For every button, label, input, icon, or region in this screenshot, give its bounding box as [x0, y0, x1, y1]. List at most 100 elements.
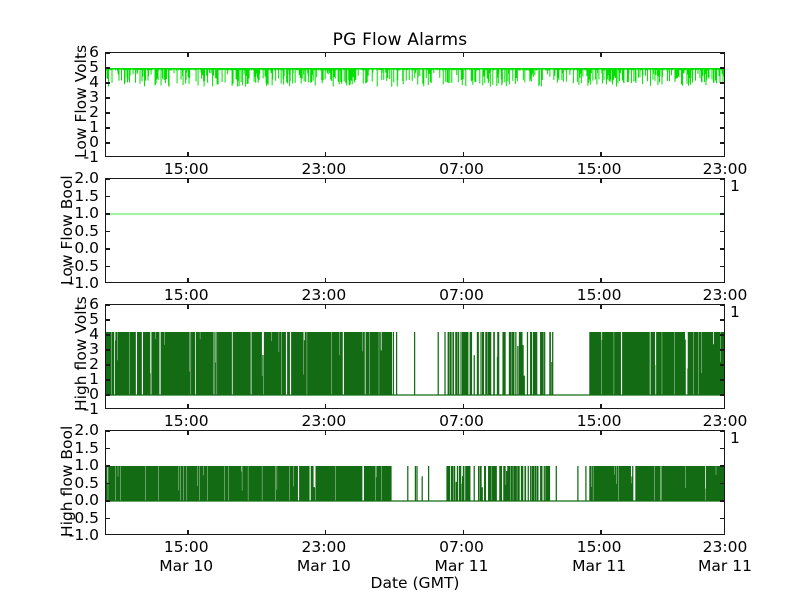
y-tick-label: 2.0	[74, 421, 99, 439]
right-label-high-flow-bool: 1	[730, 429, 740, 447]
y-tick-label: 4	[89, 73, 99, 91]
x-tick-mark-top	[462, 431, 465, 435]
x-tick-mark-top	[724, 53, 725, 57]
y-tick-mark-right	[720, 82, 724, 84]
y-tick-mark	[106, 447, 110, 450]
y-tick-mark	[106, 195, 110, 198]
x-tick-mark-top	[187, 431, 189, 435]
plot-area-high-flow-bool	[106, 431, 724, 534]
y-tick-mark-right	[720, 142, 724, 144]
x-tick-date-label: Mar 10	[296, 557, 351, 575]
x-tick-label: 15:00	[576, 286, 622, 304]
y-tick-mark	[106, 179, 110, 180]
y-tick-mark-right	[720, 213, 724, 215]
y-tick-label: 0.0	[74, 239, 99, 257]
y-tick-mark-right	[720, 97, 724, 99]
x-tick-mark-bottom	[187, 278, 189, 282]
y-tick-mark	[106, 53, 110, 54]
x-tick-mark-bottom	[462, 530, 465, 534]
x-tick-label: 23:00	[702, 412, 748, 430]
x-tick-date-label: Mar 11	[572, 557, 627, 575]
y-tick-label: 1.0	[74, 456, 99, 474]
y-tick-mark-right	[720, 431, 724, 432]
x-tick-mark-top	[600, 431, 602, 435]
y-tick-mark-right	[720, 334, 724, 336]
x-tick-mark-top	[724, 431, 725, 435]
y-tick-mark	[106, 364, 110, 366]
ylabel-low-flow-bool: Low Flow Bool	[58, 175, 76, 285]
y-tick-label: 0.0	[74, 491, 99, 509]
x-tick-label: 23:00	[301, 286, 347, 304]
xlabel-date-gmt: Date (GMT)	[370, 574, 460, 592]
x-tick-mark-bottom	[600, 278, 602, 282]
x-tick-mark-top	[187, 53, 189, 57]
y-tick-label: 0.5	[74, 473, 99, 492]
x-tick-mark-bottom	[600, 152, 602, 156]
y-tick-mark	[106, 248, 110, 250]
y-tick-label: 4	[89, 325, 99, 343]
y-tick-mark-right	[720, 500, 724, 502]
y-tick-mark-right	[720, 447, 724, 450]
plot-area-low-flow-bool	[106, 179, 724, 282]
y-tick-mark-right	[720, 248, 724, 250]
right-label-low-flow-bool: 1	[730, 177, 740, 195]
ylabel-high-flow-bool: High flow Bool	[58, 425, 76, 537]
y-tick-mark-right	[720, 127, 724, 129]
y-tick-mark-right	[720, 195, 724, 198]
x-tick-date-label: Mar 11	[698, 557, 752, 575]
x-tick-mark-bottom	[187, 404, 189, 408]
x-tick-date-label: Mar 10	[159, 557, 214, 575]
x-tick-label: 23:00	[702, 160, 748, 178]
subplot-high-flow-volts	[105, 304, 725, 409]
y-tick-mark-right	[720, 379, 724, 381]
y-tick-mark-right	[720, 482, 724, 485]
y-tick-mark	[106, 127, 110, 129]
x-tick-label: 23:00	[702, 286, 748, 304]
y-tick-mark	[106, 431, 110, 432]
y-tick-mark	[106, 349, 110, 351]
x-tick-mark-bottom	[600, 404, 602, 408]
x-tick-mark-top	[724, 305, 725, 309]
y-tick-mark	[106, 67, 110, 69]
y-tick-mark	[106, 465, 110, 467]
y-tick-mark	[106, 482, 110, 485]
y-tick-label: 0	[89, 133, 99, 151]
y-tick-mark-right	[720, 179, 724, 180]
x-tick-mark-bottom	[324, 404, 327, 408]
ylabel-high-flow-volts: High flow Volts	[72, 296, 90, 411]
x-tick-label: 15:00	[576, 160, 622, 178]
y-tick-label: 1.5	[74, 438, 99, 457]
y-tick-mark-right	[720, 265, 724, 268]
x-tick-mark-bottom	[724, 404, 725, 408]
plot-area-high-flow-volts	[106, 305, 724, 408]
x-tick-mark-bottom	[724, 530, 725, 534]
x-tick-mark-top	[462, 305, 465, 309]
chart-title: PG Flow Alarms	[332, 30, 468, 50]
x-tick-mark-bottom	[600, 530, 602, 534]
y-tick-label: 1	[89, 118, 99, 136]
x-tick-label: 23:00	[301, 160, 347, 178]
x-tick-mark-top	[324, 179, 327, 183]
x-tick-label: 15:00	[163, 412, 209, 430]
y-tick-mark-right	[720, 319, 724, 321]
y-tick-mark	[106, 500, 110, 502]
y-tick-label: 1.0	[74, 204, 99, 222]
y-tick-label: 3	[89, 340, 99, 358]
y-tick-label: 6	[89, 43, 99, 61]
x-tick-mark-top	[324, 53, 327, 57]
x-tick-label: 23:00	[301, 412, 347, 430]
y-tick-label: 1.5	[74, 186, 99, 205]
ylabel-low-flow-volts: Low Flow Volts	[72, 44, 90, 158]
y-tick-mark-right	[720, 465, 724, 467]
y-tick-label: -1.0	[68, 526, 99, 544]
y-tick-label: -1	[83, 148, 99, 166]
y-tick-mark	[106, 517, 110, 520]
y-tick-label: 2	[89, 355, 99, 373]
y-tick-mark	[106, 97, 110, 99]
y-tick-label: 5	[89, 310, 99, 328]
x-tick-mark-top	[187, 179, 189, 183]
subplot-low-flow-bool	[105, 178, 725, 283]
x-tick-mark-top	[600, 179, 602, 183]
x-tick-mark-top	[600, 305, 602, 309]
